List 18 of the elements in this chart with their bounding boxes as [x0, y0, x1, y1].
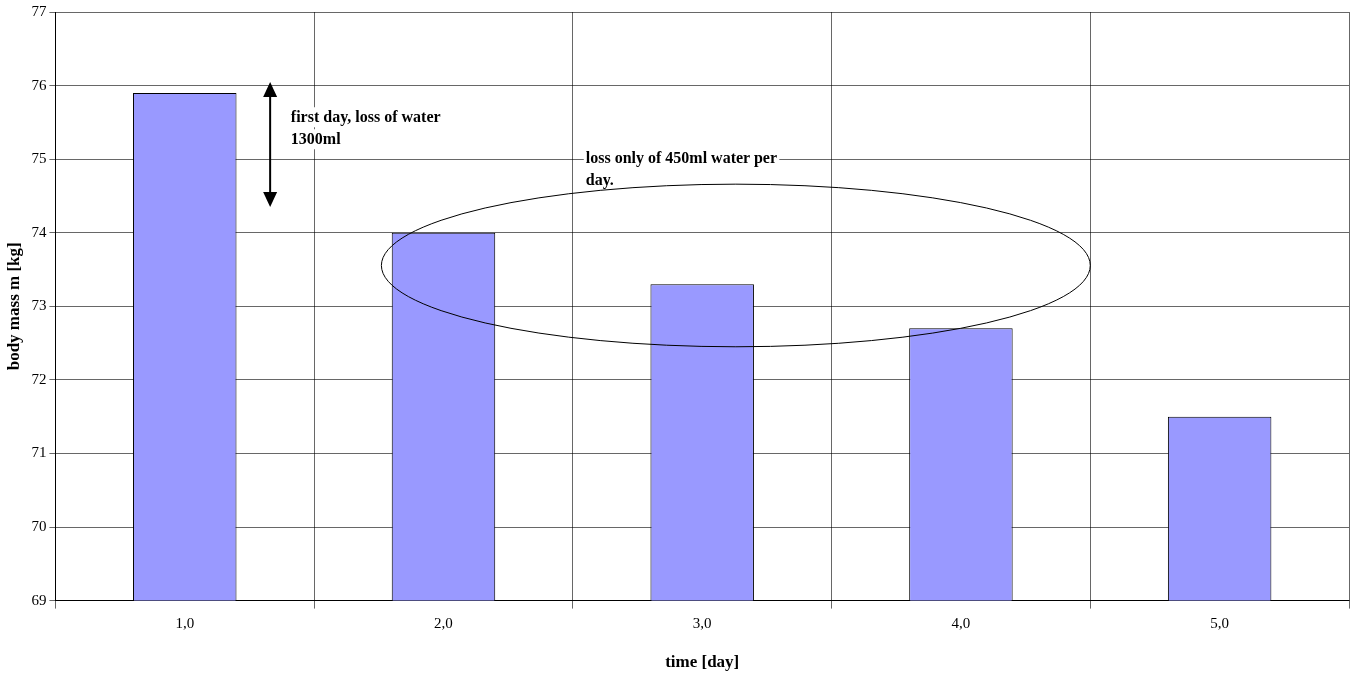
y-tick-label: 69: [31, 591, 47, 608]
y-tick-label: 75: [31, 150, 47, 167]
y-tick-label: 77: [31, 2, 47, 19]
y-tick-label: 72: [31, 370, 47, 387]
x-tick-label: 5,0: [1210, 614, 1230, 631]
y-tick-label: 76: [31, 76, 47, 93]
x-tick-label: 4,0: [951, 614, 971, 631]
y-tick-label: 73: [31, 297, 47, 314]
x-tick-label: 1,0: [175, 614, 195, 631]
y-tick-label: 71: [31, 444, 47, 461]
annotation: loss only of 450ml water per day.: [585, 148, 778, 189]
x-tick-label: 3,0: [692, 614, 712, 631]
y-tick-label: 74: [31, 223, 47, 240]
x-tick-label: 2,0: [434, 614, 453, 631]
x-axis-title: time [day]: [665, 652, 740, 672]
annotation: first day, loss of water 1300ml: [290, 108, 441, 148]
y-tick-label: 70: [31, 517, 47, 534]
y-axis-title: body mass m [kg]: [3, 242, 23, 371]
